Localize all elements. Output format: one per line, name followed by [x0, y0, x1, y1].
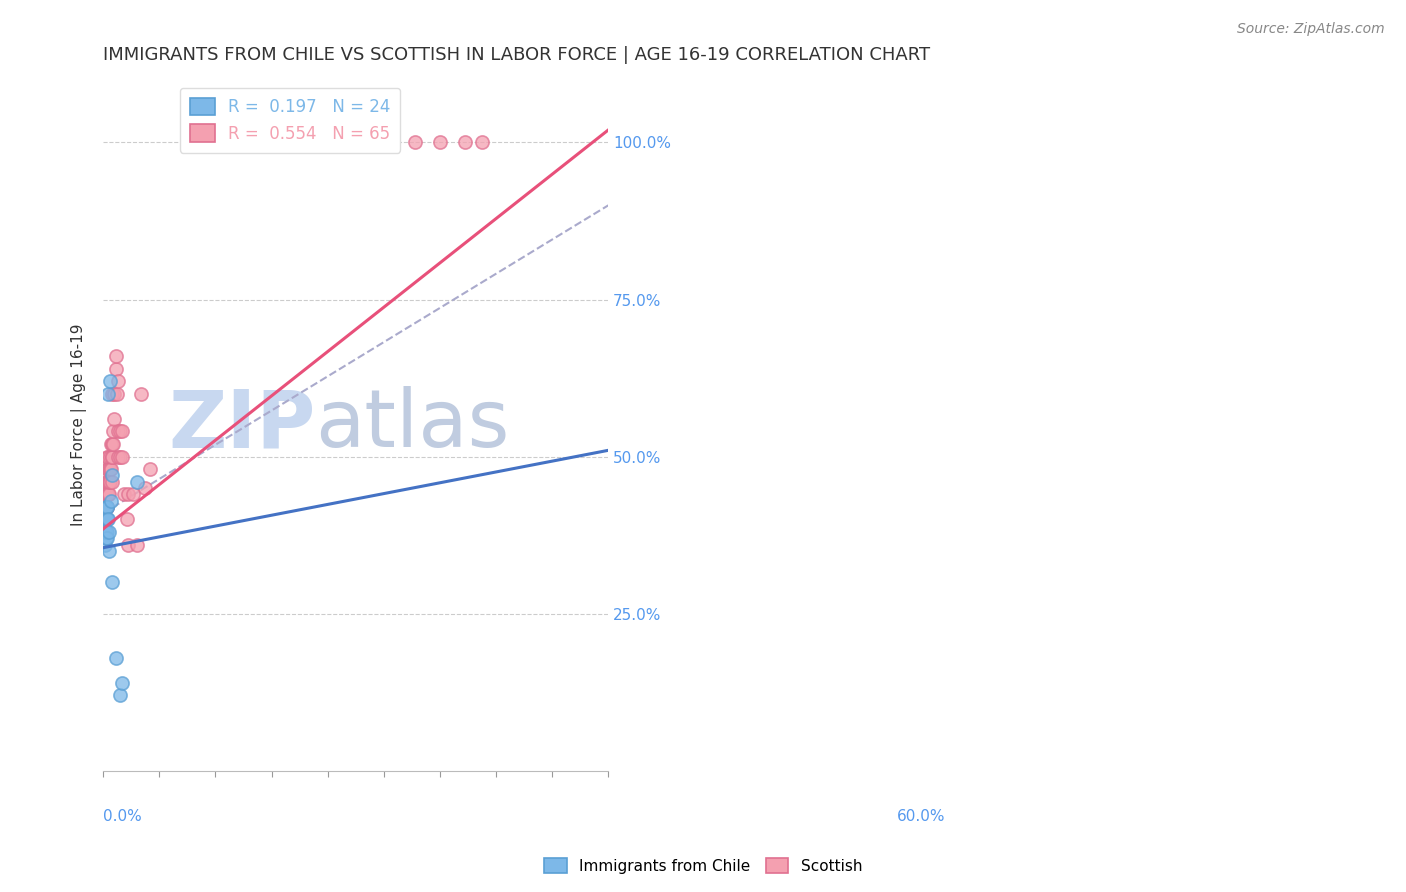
Point: [97, 512, 120, 526]
Point: [96, 512, 118, 526]
Point: [98, 450, 121, 464]
Point: [100, 462, 122, 476]
Point: [260, 136, 283, 150]
Point: [96, 500, 118, 514]
Point: [285, 136, 308, 150]
Point: [104, 349, 127, 363]
Point: [94, 524, 117, 539]
Y-axis label: In Labor Force | Age 16-19: In Labor Force | Age 16-19: [72, 324, 87, 526]
Point: [94, 512, 117, 526]
Point: [100, 575, 122, 590]
Point: [302, 136, 325, 150]
Point: [96, 512, 118, 526]
Point: [100, 437, 122, 451]
Point: [98, 544, 121, 558]
Text: ZIP: ZIP: [169, 386, 315, 464]
Legend: Immigrants from Chile, Scottish: Immigrants from Chile, Scottish: [537, 852, 869, 880]
Point: [98, 487, 121, 501]
Point: [134, 481, 156, 495]
Point: [328, 136, 350, 150]
Point: [138, 462, 160, 476]
Point: [108, 689, 131, 703]
Point: [107, 425, 129, 439]
Text: IMMIGRANTS FROM CHILE VS SCOTTISH IN LABOR FORCE | AGE 16-19 CORRELATION CHART: IMMIGRANTS FROM CHILE VS SCOTTISH IN LAB…: [103, 46, 931, 64]
Point: [344, 136, 367, 150]
Point: [96, 450, 118, 464]
Point: [104, 650, 127, 665]
Point: [101, 437, 124, 451]
Point: [125, 537, 148, 551]
Point: [94, 512, 117, 526]
Point: [454, 136, 477, 150]
Point: [96, 500, 118, 514]
Point: [107, 450, 129, 464]
Point: [94, 500, 117, 514]
Point: [111, 425, 134, 439]
Point: [121, 487, 143, 501]
Legend: R =  0.197   N = 24, R =  0.554   N = 65: R = 0.197 N = 24, R = 0.554 N = 65: [180, 88, 401, 153]
Point: [94, 487, 117, 501]
Point: [96, 524, 118, 539]
Point: [103, 425, 125, 439]
Point: [98, 462, 121, 476]
Point: [108, 450, 131, 464]
Point: [129, 386, 152, 401]
Point: [101, 450, 124, 464]
Point: [115, 512, 138, 526]
Point: [104, 361, 127, 376]
Point: [98, 462, 121, 476]
Point: [94, 500, 117, 514]
Point: [96, 500, 118, 514]
Point: [96, 512, 118, 526]
Point: [370, 136, 392, 150]
Point: [96, 487, 118, 501]
Point: [100, 493, 122, 508]
Text: Source: ZipAtlas.com: Source: ZipAtlas.com: [1237, 22, 1385, 37]
Point: [96, 487, 118, 501]
Point: [100, 468, 122, 483]
Point: [111, 675, 134, 690]
Point: [117, 537, 139, 551]
Point: [105, 386, 128, 401]
Point: [103, 437, 125, 451]
Point: [98, 374, 121, 388]
Point: [94, 475, 117, 489]
Point: [117, 487, 139, 501]
Point: [97, 450, 120, 464]
Point: [404, 136, 426, 150]
Point: [94, 531, 117, 545]
Point: [429, 136, 451, 150]
Point: [97, 475, 120, 489]
Text: atlas: atlas: [315, 386, 510, 464]
Point: [97, 386, 120, 401]
Point: [94, 512, 117, 526]
Text: 0.0%: 0.0%: [103, 809, 142, 823]
Point: [98, 475, 121, 489]
Point: [94, 500, 117, 514]
Point: [100, 475, 122, 489]
Point: [98, 524, 121, 539]
Point: [96, 531, 118, 545]
Point: [96, 500, 118, 514]
Point: [111, 450, 134, 464]
Point: [98, 475, 121, 489]
Point: [94, 487, 117, 501]
Text: 60.0%: 60.0%: [897, 809, 945, 823]
Point: [108, 425, 131, 439]
Point: [100, 450, 122, 464]
Point: [125, 475, 148, 489]
Point: [94, 524, 117, 539]
Point: [103, 386, 125, 401]
Point: [100, 386, 122, 401]
Point: [96, 475, 118, 489]
Point: [471, 136, 494, 150]
Point: [94, 537, 117, 551]
Point: [103, 412, 125, 426]
Point: [97, 487, 120, 501]
Point: [107, 374, 129, 388]
Point: [96, 462, 118, 476]
Point: [112, 487, 135, 501]
Point: [97, 462, 120, 476]
